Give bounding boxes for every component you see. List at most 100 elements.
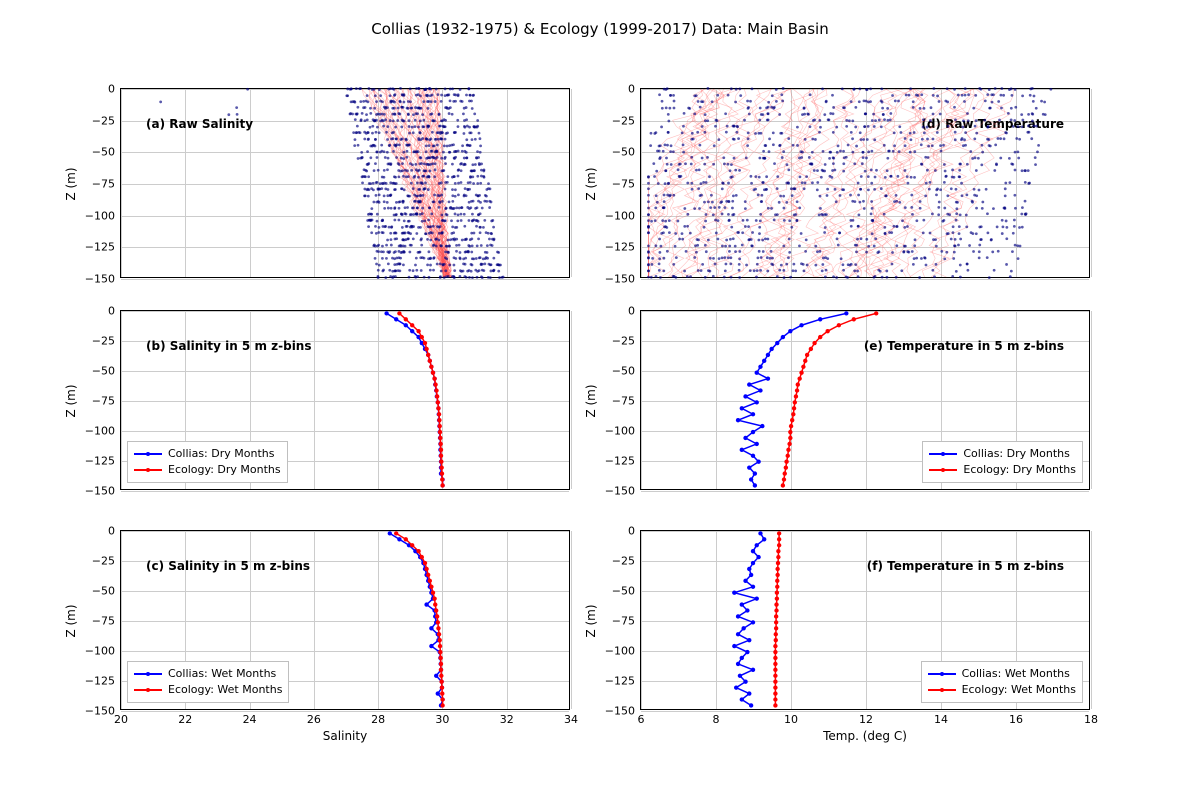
raw-scatter-point	[453, 269, 456, 272]
tmp-dry-ecology-marker	[784, 460, 788, 464]
panel-b: 0−25−50−75−100−125−150Z (m)(b) Salinity …	[120, 310, 570, 490]
raw-scatter-point	[788, 219, 791, 222]
raw-scatter-point	[712, 214, 715, 217]
raw-scatter-point	[394, 231, 397, 234]
raw-scatter-point	[971, 157, 974, 160]
raw-scatter-point	[458, 207, 461, 210]
raw-scatter-point	[381, 257, 384, 260]
raw-scatter-point	[987, 138, 990, 141]
raw-scatter-point	[993, 169, 996, 172]
raw-scatter-point	[747, 131, 750, 134]
raw-scatter-point	[903, 226, 906, 229]
sal-wet-ecology-marker	[440, 691, 444, 695]
raw-scatter-point	[951, 275, 954, 278]
tmp-dry-ecology-marker	[786, 448, 790, 452]
ytick-label: −100	[85, 645, 121, 658]
raw-scatter-point	[727, 213, 730, 216]
raw-scatter-point	[405, 225, 408, 228]
raw-scatter-point	[1010, 87, 1013, 90]
raw-scatter-point	[402, 106, 405, 109]
tmp-wet-ecology-marker	[776, 561, 780, 565]
raw-scatter-point	[729, 262, 732, 265]
raw-scatter-point	[402, 175, 405, 178]
raw-scatter-point	[469, 144, 472, 147]
raw-scatter-point	[782, 150, 785, 153]
raw-scatter-point	[429, 269, 432, 272]
raw-scatter-point	[779, 195, 782, 198]
raw-scatter-point	[1005, 263, 1008, 266]
tmp-dry-collias-marker	[758, 365, 762, 369]
tmp-wet-collias-marker	[749, 573, 753, 577]
raw-scatter-point	[388, 144, 391, 147]
raw-scatter-point	[393, 188, 396, 191]
raw-scatter-point	[846, 276, 849, 279]
raw-scatter-point	[683, 112, 686, 115]
y-axis-label: Z (m)	[584, 167, 598, 200]
raw-scatter-point	[409, 87, 412, 90]
raw-scatter-point	[665, 157, 668, 160]
raw-scatter-point	[463, 163, 466, 166]
raw-scatter-point	[434, 151, 437, 154]
raw-scatter-point	[385, 131, 388, 134]
raw-scatter-point	[659, 144, 662, 147]
sal-dry-ecology-marker	[436, 406, 440, 410]
raw-scatter-point	[419, 194, 422, 197]
raw-scatter-point	[658, 157, 661, 160]
raw-scatter-point	[479, 151, 482, 154]
raw-scatter-point	[816, 189, 819, 192]
raw-scatter-point	[925, 264, 928, 267]
raw-scatter-point	[404, 206, 407, 209]
raw-scatter-point	[834, 188, 837, 191]
raw-scatter-point	[712, 275, 715, 278]
raw-scatter-point	[946, 194, 949, 197]
raw-scatter-point	[423, 170, 426, 173]
raw-scatter-point	[861, 162, 864, 165]
raw-scatter-point	[819, 195, 822, 198]
legend-swatch	[929, 469, 957, 471]
raw-scatter-point	[429, 239, 432, 242]
raw-scatter-point	[723, 256, 726, 259]
raw-scatter-point	[911, 250, 914, 253]
raw-scatter-point	[678, 163, 681, 166]
raw-scatter-point	[869, 88, 872, 91]
raw-scatter-point	[667, 182, 670, 185]
raw-scatter-point	[716, 119, 719, 122]
raw-scatter-point	[1005, 220, 1008, 223]
raw-scatter-point	[912, 100, 915, 103]
raw-scatter-point	[863, 99, 866, 102]
raw-scatter-point	[442, 264, 445, 267]
raw-scatter-point	[818, 119, 821, 122]
raw-scatter-point	[365, 170, 368, 173]
figure-root: Collias (1932-1975) & Ecology (1999-2017…	[0, 0, 1200, 800]
raw-scatter-point	[813, 169, 816, 172]
raw-scatter-point	[1016, 244, 1019, 247]
raw-scatter-point	[975, 232, 978, 235]
raw-scatter-point	[473, 232, 476, 235]
sal-wet-ecology-marker	[439, 662, 443, 666]
legend-label: Ecology: Dry Months	[963, 462, 1076, 478]
tmp-dry-ecology-marker	[781, 483, 785, 487]
raw-profile-line	[648, 89, 744, 277]
raw-scatter-point	[435, 245, 438, 248]
tmp-wet-collias-marker	[751, 585, 755, 589]
raw-scatter-point	[748, 238, 751, 241]
raw-scatter-point	[738, 169, 741, 172]
raw-scatter-point	[690, 156, 693, 159]
raw-scatter-point	[759, 107, 762, 110]
raw-scatter-point	[721, 245, 724, 248]
tmp-wet-ecology-marker	[773, 656, 777, 660]
ytick-label: −125	[605, 675, 641, 688]
ytick-label: −125	[85, 455, 121, 468]
ytick-label: −125	[605, 241, 641, 254]
raw-scatter-point	[714, 125, 717, 128]
raw-scatter-point	[447, 93, 450, 96]
raw-scatter-point	[370, 213, 373, 216]
raw-scatter-point	[728, 250, 731, 253]
raw-scatter-point	[383, 169, 386, 172]
tmp-wet-collias-marker	[751, 668, 755, 672]
raw-scatter-point	[451, 113, 454, 116]
raw-scatter-point	[415, 257, 418, 260]
raw-scatter-point	[804, 138, 807, 141]
raw-scatter-point	[647, 194, 650, 197]
raw-scatter-point	[894, 100, 897, 103]
